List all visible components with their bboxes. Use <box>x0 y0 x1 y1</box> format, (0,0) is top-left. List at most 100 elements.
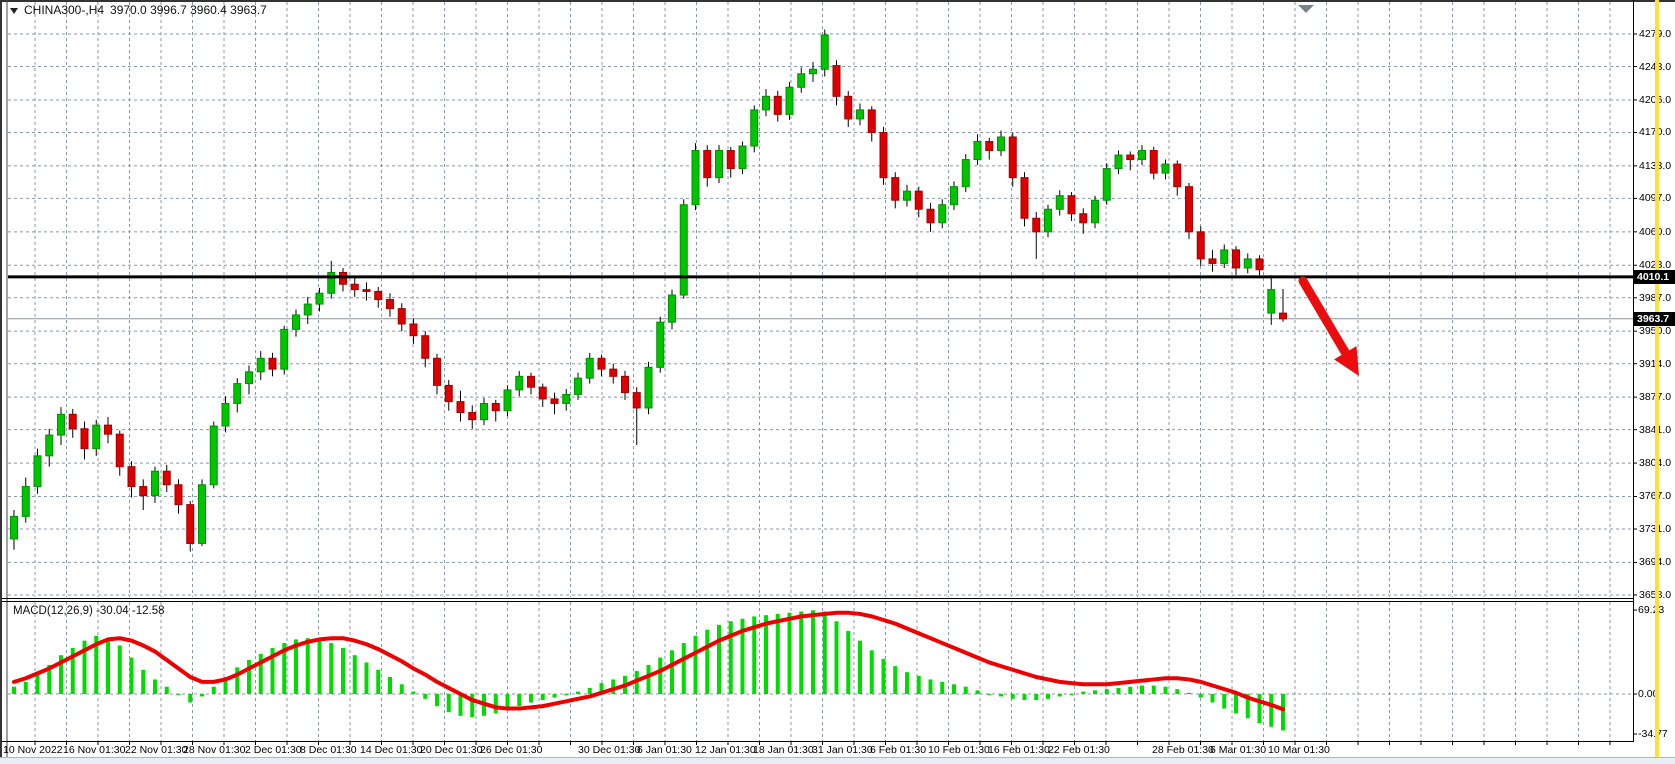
candle-body[interactable] <box>644 366 653 409</box>
candle-body[interactable] <box>409 323 418 337</box>
candle-body[interactable] <box>1173 163 1182 188</box>
candle-body[interactable] <box>785 86 794 115</box>
candle-body[interactable] <box>256 357 265 373</box>
candle-body[interactable] <box>174 484 183 506</box>
candle-body[interactable] <box>186 504 195 544</box>
candle-body[interactable] <box>10 515 18 540</box>
candle-body[interactable] <box>45 434 54 457</box>
candle-body[interactable] <box>1279 312 1287 320</box>
candle-body[interactable] <box>1267 289 1276 314</box>
candle-body[interactable] <box>491 402 500 412</box>
candle-body[interactable] <box>303 303 312 316</box>
candle-body[interactable] <box>209 425 218 486</box>
candle-body[interactable] <box>1208 258 1217 264</box>
candle-body[interactable] <box>139 486 148 497</box>
candle-body[interactable] <box>656 321 665 368</box>
candle-body[interactable] <box>914 190 923 210</box>
candle-body[interactable] <box>33 455 42 488</box>
candle-body[interactable] <box>1243 258 1252 269</box>
candle-body[interactable] <box>961 159 970 188</box>
candle-body[interactable] <box>233 383 242 404</box>
candle-body[interactable] <box>292 314 300 330</box>
candle-body[interactable] <box>1032 217 1041 233</box>
candle-body[interactable] <box>280 328 289 370</box>
candle-body[interactable] <box>738 145 747 170</box>
candle-body[interactable] <box>703 150 712 179</box>
candle-body[interactable] <box>726 150 735 170</box>
candle-body[interactable] <box>362 289 371 292</box>
candle-body[interactable] <box>1044 208 1052 233</box>
candle-body[interactable] <box>1126 154 1135 161</box>
candle-body[interactable] <box>1067 195 1076 215</box>
candle-body[interactable] <box>1232 249 1240 269</box>
candle-body[interactable] <box>268 357 277 370</box>
candle-body[interactable] <box>397 308 406 325</box>
trend-arrow-shaft[interactable] <box>1298 276 1350 357</box>
candle-body[interactable] <box>515 375 524 391</box>
candle-body[interactable] <box>609 368 618 377</box>
candle-body[interactable] <box>127 466 136 488</box>
candle-body[interactable] <box>1008 136 1017 179</box>
candle-body[interactable] <box>809 68 817 75</box>
candle-body[interactable] <box>421 335 430 359</box>
candle-body[interactable] <box>832 65 841 97</box>
candle-body[interactable] <box>92 424 101 450</box>
candle-body[interactable] <box>574 377 582 395</box>
candle-body[interactable] <box>104 424 112 435</box>
candle-body[interactable] <box>1196 231 1205 260</box>
candle-body[interactable] <box>468 411 477 421</box>
candle-body[interactable] <box>538 386 547 400</box>
candle-body[interactable] <box>938 204 947 224</box>
candle-body[interactable] <box>668 294 676 323</box>
candle-body[interactable] <box>1149 150 1158 174</box>
candle-body[interactable] <box>985 140 994 152</box>
candle-body[interactable] <box>444 384 453 403</box>
candle-body[interactable] <box>715 150 723 179</box>
candle-body[interactable] <box>903 190 911 201</box>
candle-body[interactable] <box>350 283 359 291</box>
candle-body[interactable] <box>632 392 641 409</box>
candle-body[interactable] <box>374 290 383 301</box>
trend-arrow-head[interactable] <box>1334 346 1359 376</box>
candle-body[interactable] <box>973 140 982 161</box>
candle-body[interactable] <box>1091 199 1099 224</box>
candle-body[interactable] <box>162 470 171 486</box>
candle-body[interactable] <box>562 393 571 404</box>
candle-body[interactable] <box>198 484 206 544</box>
candle-body[interactable] <box>1255 258 1264 271</box>
candle-body[interactable] <box>762 95 770 111</box>
shift-marker-icon[interactable] <box>1298 5 1314 13</box>
candle-body[interactable] <box>926 208 935 224</box>
candle-body[interactable] <box>585 357 594 379</box>
candle-body[interactable] <box>57 413 65 436</box>
candle-body[interactable] <box>68 413 77 430</box>
candle-body[interactable] <box>844 95 853 120</box>
candle-body[interactable] <box>856 109 864 120</box>
candle-body[interactable] <box>221 402 230 427</box>
candle-body[interactable] <box>527 375 535 388</box>
candle-body[interactable] <box>151 470 159 497</box>
candle-body[interactable] <box>1020 177 1029 219</box>
candle-body[interactable] <box>327 271 336 294</box>
candle-body[interactable] <box>480 402 488 421</box>
candle-body[interactable] <box>1055 195 1064 210</box>
candle-body[interactable] <box>750 109 759 147</box>
candle-body[interactable] <box>1114 154 1123 170</box>
candle-body[interactable] <box>597 357 606 370</box>
candle-body[interactable] <box>245 371 253 385</box>
time-axis[interactable]: 10 Nov 2022 16 Nov 01:30 22 Nov 01:30 28 No… <box>0 742 1675 757</box>
candle-body[interactable] <box>456 401 465 413</box>
candle-body[interactable] <box>950 186 958 206</box>
candle-body[interactable] <box>386 299 394 310</box>
candle-body[interactable] <box>21 486 30 517</box>
candle-body[interactable] <box>879 131 888 179</box>
candle-body[interactable] <box>1220 249 1229 264</box>
candle-body[interactable] <box>621 375 629 394</box>
candle-body[interactable] <box>1161 163 1170 174</box>
candle-body[interactable] <box>679 204 688 296</box>
collapse-triangle-icon[interactable] <box>10 7 18 14</box>
candle-body[interactable] <box>80 428 89 450</box>
candle-body[interactable] <box>1185 186 1193 233</box>
candle-body[interactable] <box>503 389 512 412</box>
